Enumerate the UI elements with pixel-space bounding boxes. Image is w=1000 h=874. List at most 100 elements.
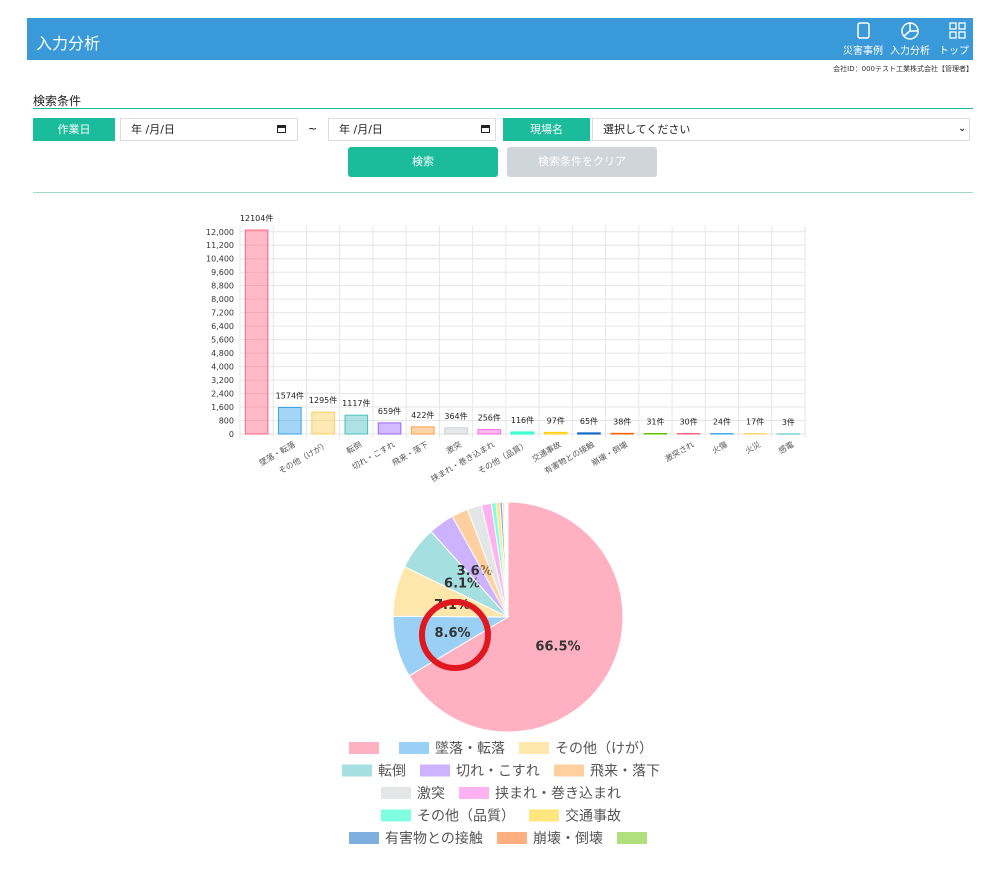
y-tick-label: 4,000 [211, 363, 234, 372]
legend-label: 交通事故 [565, 808, 621, 825]
y-tick-label: 5,600 [211, 336, 234, 345]
data-label: 97件 [547, 415, 565, 425]
header-bar [27, 18, 973, 60]
data-label: 116件 [511, 415, 534, 425]
data-label: 422件 [411, 410, 434, 420]
pie-label: 66.5% [535, 639, 580, 654]
x-tick-label: 火災 [744, 440, 762, 456]
x-tick-label: 感電 [777, 439, 796, 456]
legend-swatch [496, 832, 527, 844]
legend-label: 転倒 [378, 764, 406, 780]
nav-link[interactable]: 災害事例 [843, 46, 883, 57]
calendar-icon [481, 125, 490, 133]
search-button[interactable]: 検索 [348, 147, 498, 177]
legend-swatch [616, 832, 647, 844]
divider [33, 108, 973, 109]
legend-label: 挟まれ・巻き込まれ [495, 786, 621, 802]
legend-label: 崩壊・倒壊 [533, 831, 603, 847]
bar [244, 229, 269, 435]
clear-button[interactable]: 検索条件をクリア [507, 147, 657, 177]
bar [577, 432, 601, 435]
legend-swatch [342, 764, 373, 777]
data-label: 17件 [746, 417, 764, 427]
pie-label: 6.1% [444, 576, 480, 591]
data-label: 1574件 [276, 390, 304, 400]
charts: 0 800 1,600 2,400 3,200 4,000 4,800 5,600 6,400 7… [206, 213, 806, 847]
bar [377, 422, 402, 435]
bar [344, 414, 369, 435]
data-label: 38件 [613, 416, 631, 426]
legend-swatch [459, 787, 490, 799]
date-input[interactable]: 年 /月/日 [328, 118, 496, 141]
data-label: 65件 [580, 416, 598, 426]
y-tick-label: 800 [219, 417, 234, 426]
bar [676, 432, 701, 435]
bar [311, 411, 335, 435]
page-title: 入力分析 [36, 34, 101, 53]
y-tick-label: 3,200 [211, 376, 234, 385]
data-label: 3件 [782, 417, 795, 427]
data-label: 31件 [646, 416, 664, 426]
x-tick-label: 転倒 [344, 439, 363, 456]
bar [543, 431, 568, 435]
bar [278, 406, 302, 435]
bar [477, 429, 502, 435]
legend-swatch [349, 832, 380, 844]
x-tick-label: 飛来・落下 [390, 439, 430, 468]
y-tick-label: 6,400 [211, 322, 234, 331]
divider [33, 192, 973, 193]
legend-swatch [519, 742, 550, 754]
bar [410, 426, 435, 435]
select-arrow: ⌄ [958, 123, 967, 134]
data-label: 12104件 [240, 213, 273, 223]
legend-label: 飛来・落下 [590, 764, 660, 780]
legend-swatch [381, 787, 412, 799]
legend-swatch [399, 742, 430, 754]
legend-label: 墜落・転落 [435, 741, 505, 757]
bar [444, 427, 468, 435]
data-label: 364件 [444, 411, 467, 421]
search-heading: 検索条件 [33, 94, 82, 108]
x-tick-label: 激突 [444, 439, 463, 456]
site-label: 現場名 [503, 118, 590, 141]
range-sep: ~ [308, 122, 318, 135]
y-tick-label: 12,000 [206, 228, 234, 237]
highlight-circle [419, 599, 491, 671]
bar [643, 432, 668, 435]
y-tick-label: 8,800 [211, 282, 234, 291]
y-tick-label: 0 [229, 430, 234, 439]
y-tick-label: 4,800 [211, 349, 234, 358]
y-tick-label: 11,200 [206, 241, 234, 250]
legend-label: 激突 [417, 785, 445, 802]
legend-swatch [381, 809, 412, 822]
x-tick-label: 激突され [663, 439, 696, 464]
nav-icons [857, 22, 966, 40]
y-tick-label: 7,200 [211, 309, 234, 318]
nav-link[interactable]: トップ [939, 46, 969, 57]
y-tick-label: 8,000 [211, 295, 234, 304]
y-tick-label: 10,400 [206, 255, 234, 264]
legend-label: その他（品質） [417, 809, 515, 825]
nav-link[interactable]: 入力分析 [890, 46, 930, 57]
legend-swatch [349, 742, 380, 754]
calendar-icon [277, 125, 286, 133]
data-label: 30件 [680, 416, 698, 426]
data-label: 24件 [713, 417, 731, 427]
site-select[interactable]: 選択してください [592, 118, 970, 141]
legend-label: 有害物との接触 [385, 830, 483, 847]
data-label: 1117件 [342, 398, 370, 408]
y-tick-label: 1,600 [211, 403, 234, 412]
y-tick-label: 9,600 [211, 268, 234, 277]
company-info: 会社ID：000テスト工業株式会社【管理者】 [833, 65, 973, 73]
data-label: 256件 [478, 413, 501, 423]
x-tick-label: 火傷 [710, 439, 729, 456]
date-input[interactable]: 年 /月/日 [120, 118, 298, 141]
legend-label: その他（けが） [555, 741, 653, 757]
bar [610, 432, 635, 435]
bar [510, 431, 535, 435]
pie-slice [408, 501, 624, 733]
date-label: 作業日 [33, 118, 115, 141]
x-tick-label: 崩壊・倒壊 [590, 439, 630, 468]
legend-swatch [420, 764, 451, 777]
